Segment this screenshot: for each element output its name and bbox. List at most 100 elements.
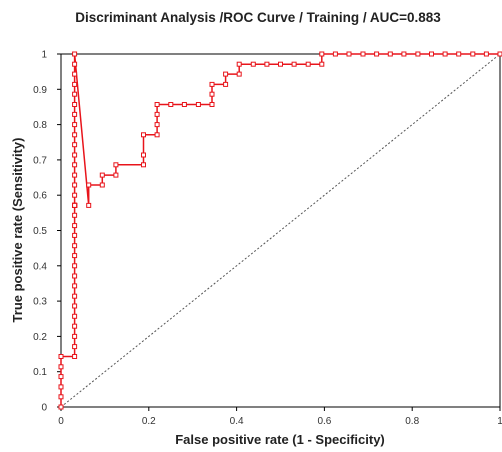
roc-point bbox=[72, 132, 78, 138]
y-axis: 0 0.1 0.2 0.3 0.4 0.5 0.6 0.7 0.8 0.9 1 bbox=[33, 50, 61, 414]
roc-point bbox=[72, 354, 78, 359]
roc-point bbox=[72, 51, 78, 57]
roc-point bbox=[209, 102, 215, 107]
roc-point bbox=[319, 51, 325, 57]
roc-point bbox=[72, 313, 78, 319]
roc-point bbox=[346, 51, 352, 57]
roc-point bbox=[72, 61, 78, 67]
y-axis-label: True positive rate (Sensitivity) bbox=[10, 138, 25, 323]
roc-point bbox=[72, 263, 78, 269]
x-tick-label: 0 bbox=[58, 416, 64, 427]
random-classifier-line bbox=[60, 53, 501, 408]
x-tick-label: 0.2 bbox=[142, 416, 156, 427]
roc-point bbox=[223, 71, 229, 77]
roc-point bbox=[72, 303, 78, 309]
roc-point bbox=[72, 162, 78, 168]
roc-point bbox=[113, 172, 119, 178]
chart-title: Discriminant Analysis /ROC Curve / Train… bbox=[75, 10, 441, 25]
y-tick-label: 0.6 bbox=[33, 191, 47, 202]
y-tick-label: 1 bbox=[41, 50, 47, 61]
roc-point bbox=[58, 374, 64, 380]
roc-point bbox=[58, 394, 64, 400]
roc-point bbox=[209, 81, 215, 87]
roc-point bbox=[72, 172, 78, 178]
roc-points bbox=[58, 51, 502, 410]
roc-point bbox=[58, 404, 64, 410]
y-tick-label: 0.7 bbox=[33, 155, 47, 166]
roc-point bbox=[236, 71, 242, 77]
roc-point bbox=[72, 182, 78, 188]
roc-point bbox=[264, 61, 270, 67]
roc-point bbox=[72, 253, 78, 259]
x-tick-label: 1 bbox=[497, 416, 502, 427]
y-tick-label: 0.3 bbox=[33, 297, 47, 308]
roc-point bbox=[58, 354, 64, 359]
roc-point bbox=[141, 132, 146, 138]
roc-point bbox=[72, 111, 78, 117]
y-tick-label: 0 bbox=[41, 403, 47, 414]
roc-point bbox=[305, 61, 311, 67]
roc-point bbox=[72, 91, 78, 97]
roc-point bbox=[154, 102, 160, 107]
roc-point bbox=[223, 81, 229, 87]
roc-point bbox=[141, 152, 146, 158]
roc-point bbox=[99, 182, 105, 188]
roc-point bbox=[86, 202, 92, 208]
y-tick-label: 0.1 bbox=[33, 367, 47, 378]
roc-point bbox=[141, 162, 146, 168]
roc-point bbox=[401, 51, 407, 57]
roc-point bbox=[72, 333, 78, 339]
roc-point bbox=[72, 344, 78, 350]
roc-point bbox=[360, 51, 366, 57]
roc-point bbox=[154, 111, 160, 117]
roc-point bbox=[250, 61, 256, 67]
roc-point bbox=[113, 162, 119, 168]
y-tick-label: 0.5 bbox=[33, 226, 47, 237]
roc-point bbox=[497, 51, 502, 57]
roc-point bbox=[72, 243, 78, 249]
roc-point bbox=[332, 51, 338, 57]
roc-point bbox=[58, 364, 64, 370]
roc-point bbox=[72, 192, 78, 198]
roc-point bbox=[72, 152, 78, 158]
roc-point bbox=[154, 132, 160, 138]
roc-point bbox=[470, 51, 476, 57]
roc-point bbox=[181, 102, 187, 107]
y-tick-label: 0.4 bbox=[33, 261, 47, 272]
x-tick-label: 0.6 bbox=[317, 416, 331, 427]
roc-point bbox=[442, 51, 448, 57]
roc-point bbox=[154, 122, 160, 128]
roc-point bbox=[72, 293, 78, 299]
roc-point bbox=[99, 172, 105, 178]
roc-point bbox=[72, 71, 78, 77]
y-tick-label: 0.8 bbox=[33, 120, 47, 131]
roc-point bbox=[415, 51, 421, 57]
roc-point bbox=[278, 61, 283, 67]
x-axis: 0 0.2 0.4 0.6 0.8 1 bbox=[58, 407, 502, 427]
roc-point bbox=[72, 142, 78, 148]
roc-point bbox=[72, 232, 78, 238]
roc-point bbox=[72, 273, 78, 279]
y-tick-label: 0.9 bbox=[33, 85, 47, 96]
roc-point bbox=[72, 122, 78, 128]
roc-point bbox=[86, 182, 92, 188]
roc-point bbox=[483, 51, 489, 57]
roc-point bbox=[456, 51, 462, 57]
roc-point bbox=[72, 323, 78, 329]
roc-point bbox=[72, 223, 78, 229]
roc-point bbox=[72, 212, 78, 218]
roc-point bbox=[72, 102, 78, 107]
roc-point bbox=[72, 283, 78, 289]
roc-point bbox=[429, 51, 434, 57]
roc-point bbox=[374, 51, 380, 57]
roc-point bbox=[319, 61, 325, 67]
x-tick-label: 0.4 bbox=[230, 416, 244, 427]
roc-point bbox=[195, 102, 201, 107]
roc-point bbox=[236, 61, 242, 67]
y-tick-label: 0.2 bbox=[33, 332, 47, 343]
roc-point bbox=[72, 202, 78, 208]
roc-point bbox=[168, 102, 174, 107]
roc-point bbox=[291, 61, 297, 67]
roc-point bbox=[387, 51, 393, 57]
